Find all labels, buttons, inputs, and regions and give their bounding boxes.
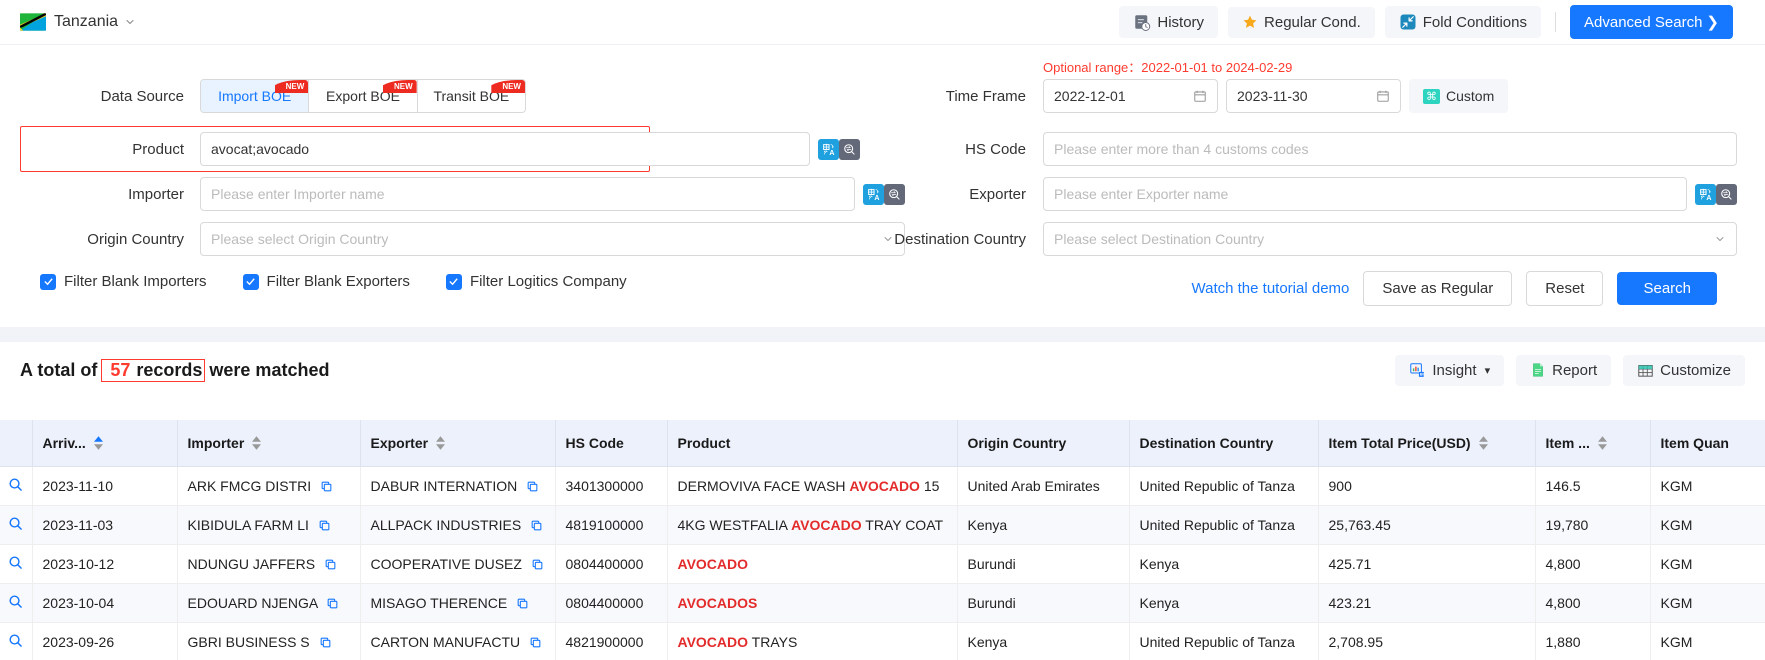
- svg-text:A: A: [1706, 195, 1711, 201]
- svg-text:BI: BI: [1420, 371, 1424, 376]
